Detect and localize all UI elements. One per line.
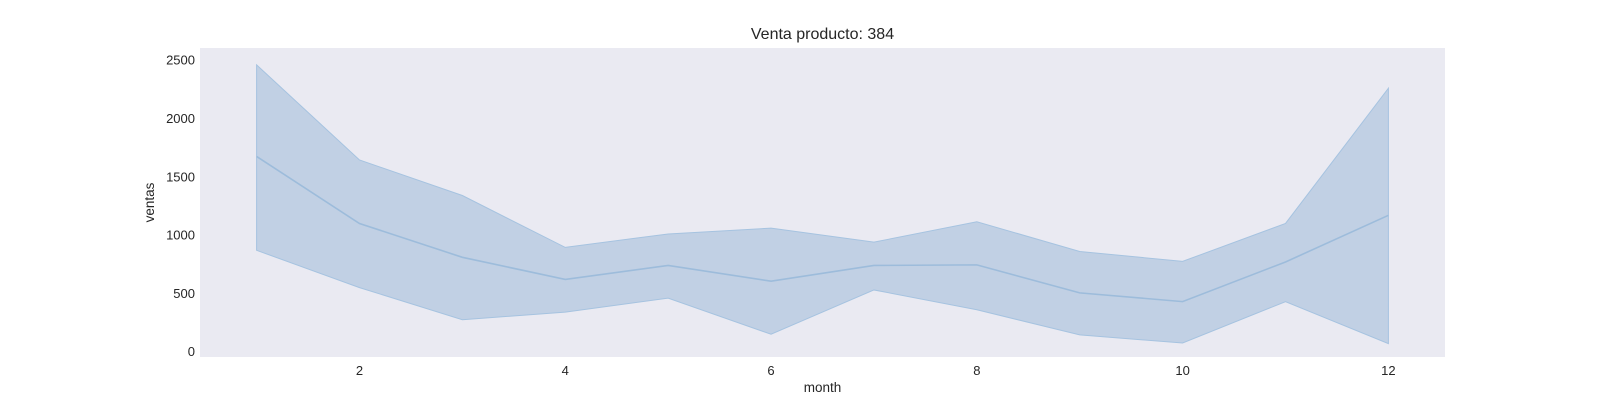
y-tick-label: 1500 <box>166 169 195 184</box>
y-tick-label: 2000 <box>166 111 195 126</box>
series-line <box>256 155 1389 303</box>
x-tick-label: 12 <box>1381 363 1395 378</box>
x-tick-label: 8 <box>973 363 980 378</box>
chart-title: Venta producto: 384 <box>751 26 894 43</box>
x-axis-label: month <box>804 380 842 395</box>
y-axis-label: ventas <box>142 182 157 222</box>
y-tick-label: 0 <box>188 344 195 359</box>
x-tick-label: 4 <box>562 363 569 378</box>
y-tick-label: 1000 <box>166 228 195 243</box>
x-tick-label: 6 <box>767 363 774 378</box>
x-tick-label: 10 <box>1175 363 1189 378</box>
x-tick-label: 2 <box>356 363 363 378</box>
y-tick-label: 2500 <box>166 53 195 68</box>
y-tick-label: 500 <box>173 286 195 301</box>
